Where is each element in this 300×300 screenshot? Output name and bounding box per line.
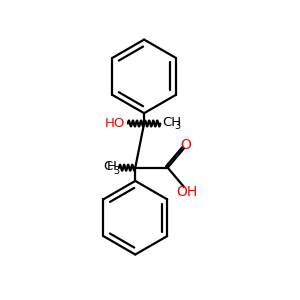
- Text: 3: 3: [174, 121, 180, 131]
- Text: H: H: [107, 160, 117, 173]
- Text: 3: 3: [113, 166, 119, 176]
- Text: HO: HO: [105, 117, 126, 130]
- Text: CH: CH: [162, 116, 181, 128]
- Text: OH: OH: [176, 185, 197, 199]
- Text: C: C: [103, 160, 112, 173]
- Text: O: O: [180, 138, 191, 152]
